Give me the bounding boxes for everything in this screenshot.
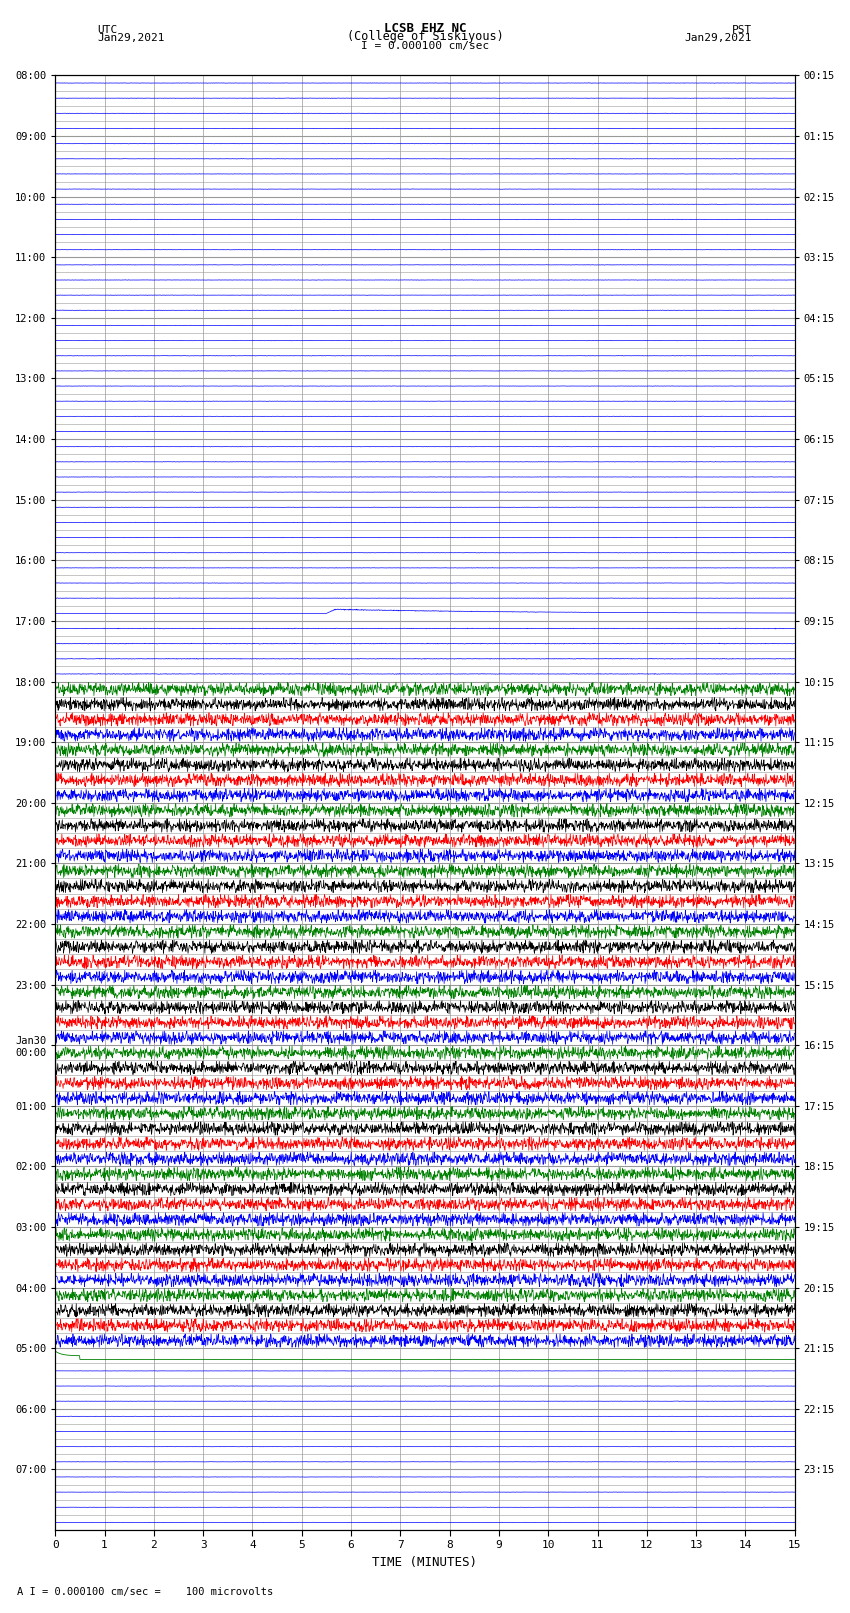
Text: (College of Siskiyous): (College of Siskiyous) — [347, 29, 503, 44]
Text: Jan29,2021: Jan29,2021 — [685, 32, 752, 44]
Text: A I = 0.000100 cm/sec =    100 microvolts: A I = 0.000100 cm/sec = 100 microvolts — [17, 1587, 273, 1597]
Text: LCSB EHZ NC: LCSB EHZ NC — [383, 21, 467, 35]
Text: I = 0.000100 cm/sec: I = 0.000100 cm/sec — [361, 40, 489, 50]
Text: Jan29,2021: Jan29,2021 — [98, 32, 165, 44]
X-axis label: TIME (MINUTES): TIME (MINUTES) — [372, 1557, 478, 1569]
Text: PST: PST — [732, 24, 752, 35]
Text: UTC: UTC — [98, 24, 118, 35]
